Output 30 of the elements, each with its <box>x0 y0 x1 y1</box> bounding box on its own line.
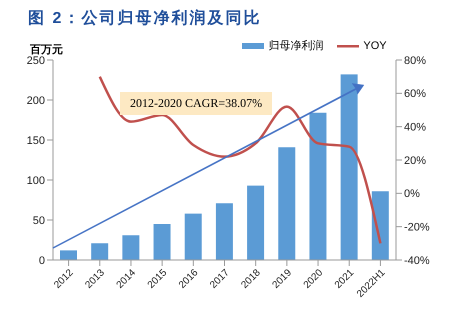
bar <box>184 214 202 260</box>
legend-label: YOY <box>363 40 387 52</box>
y2-tick-label: 60% <box>404 88 426 100</box>
y-tick-label: 0 <box>38 254 45 267</box>
bar <box>60 250 77 260</box>
bar <box>154 224 171 260</box>
bar <box>278 147 296 260</box>
bar <box>372 191 389 260</box>
y-tick-label: 100 <box>26 174 45 187</box>
bar <box>122 235 140 260</box>
y2-tick-label: 80% <box>404 54 426 67</box>
legend-label: 归母净利润 <box>268 39 324 53</box>
bar <box>216 203 233 260</box>
y-tick-label: 50 <box>32 214 45 227</box>
bar <box>247 186 264 260</box>
chart-title: 图 2：公司归母净利润及同比 <box>27 8 262 29</box>
bar <box>309 112 326 260</box>
y2-tick-label: -40% <box>404 254 430 267</box>
line-series <box>98 75 382 245</box>
y2-tick-label: 40% <box>404 122 426 134</box>
y-tick-label: 200 <box>26 94 45 107</box>
bar <box>91 243 108 260</box>
y-axis-title: 百万元 <box>30 43 63 56</box>
y2-tick-label: -20% <box>404 222 430 234</box>
y2-tick-label: 0% <box>404 188 420 200</box>
y-tick-label: 150 <box>26 134 45 147</box>
bar <box>340 74 358 260</box>
y2-tick-label: 20% <box>404 154 426 167</box>
y-tick-label: 250 <box>26 54 45 67</box>
annotation: 2012-2020 CAGR=38.07% <box>120 92 272 115</box>
